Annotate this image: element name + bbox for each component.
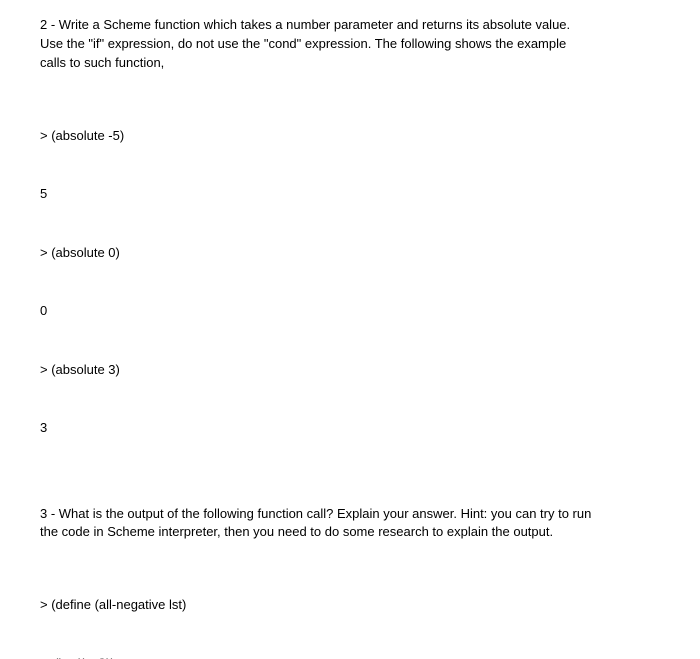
- q3-prompt-line2: the code in Scheme interpreter, then you…: [40, 523, 670, 542]
- q2-code-l6: 3: [40, 418, 670, 438]
- q3-prompt: 3 - What is the output of the following …: [40, 505, 670, 543]
- page-content: 2 - Write a Scheme function which takes …: [0, 0, 700, 659]
- q2-code-l1: > (absolute -5): [40, 126, 670, 146]
- q2-code: > (absolute -5) 5 > (absolute 0) 0 > (ab…: [40, 87, 670, 477]
- q2-prompt-line3: calls to such function,: [40, 54, 670, 73]
- q3-prompt-line1: 3 - What is the output of the following …: [40, 505, 670, 524]
- q3-code-l1: > (define (all-negative lst): [40, 595, 670, 615]
- q2-code-l5: > (absolute 3): [40, 360, 670, 380]
- q3-code-l2: (let ((a '())): [40, 654, 670, 659]
- q2-prompt-line2: Use the "if" expression, do not use the …: [40, 35, 670, 54]
- q2-prompt: 2 - Write a Scheme function which takes …: [40, 16, 670, 73]
- q2-code-l4: 0: [40, 301, 670, 321]
- q2-code-l3: > (absolute 0): [40, 243, 670, 263]
- q3-code: > (define (all-negative lst) (let ((a '(…: [40, 556, 670, 659]
- q2-code-l2: 5: [40, 184, 670, 204]
- q2-prompt-line1: 2 - Write a Scheme function which takes …: [40, 16, 670, 35]
